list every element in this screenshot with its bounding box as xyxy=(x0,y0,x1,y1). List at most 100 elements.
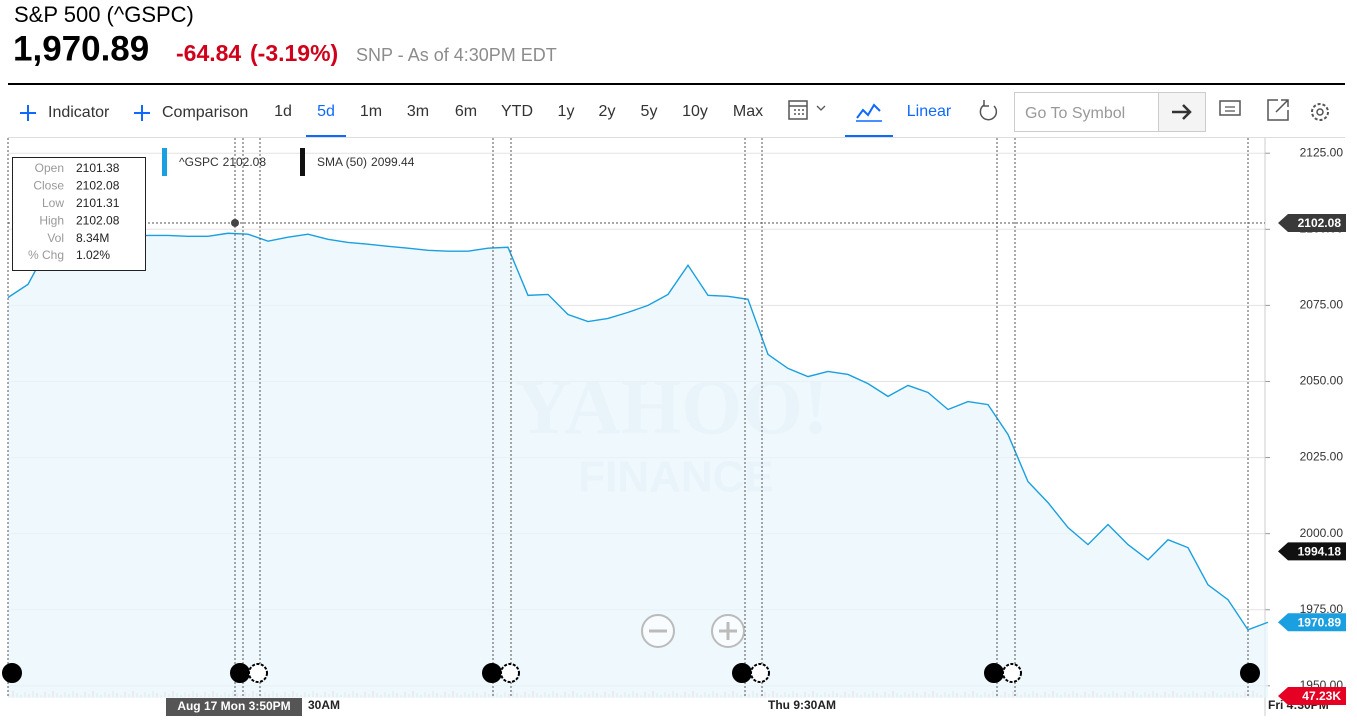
tooltip-value: 8.34M xyxy=(76,231,109,245)
chevron xyxy=(816,105,826,111)
title: S&P 500 (^GSPC) xyxy=(14,2,194,27)
event-icon[interactable] xyxy=(984,663,1004,683)
reset-icon xyxy=(979,104,998,121)
change: -64.84 xyxy=(176,40,241,66)
tooltip-key: Close xyxy=(33,179,64,193)
event-icon[interactable] xyxy=(732,663,752,683)
tooltip-value: 2102.08 xyxy=(76,213,120,227)
area-fill xyxy=(8,233,1268,698)
event-icon[interactable] xyxy=(750,663,770,683)
range-tab[interactable]: 2y xyxy=(599,103,616,120)
range-tab[interactable]: YTD xyxy=(501,103,533,120)
range-tab[interactable]: 3m xyxy=(407,103,429,120)
crosshair-dot xyxy=(231,218,239,227)
event-icon[interactable] xyxy=(230,663,250,683)
scale-button[interactable]: Linear xyxy=(907,103,952,120)
price-flag-label: 2102.08 xyxy=(1298,216,1342,230)
y-tick-label: 1975.00 xyxy=(1300,602,1344,616)
search-placeholder: Go To Symbol xyxy=(1025,105,1125,122)
tooltip-key: Low xyxy=(42,196,64,210)
gear-icon xyxy=(1311,103,1329,121)
event-icon[interactable] xyxy=(500,663,520,683)
gear-hub xyxy=(1316,108,1324,116)
price-flag xyxy=(1278,542,1346,561)
y-tick-label: 2125.00 xyxy=(1300,145,1344,159)
legend-value: 2099.44 xyxy=(371,155,415,169)
x-tick-label: Thu 9:30AM xyxy=(768,698,836,712)
event-icon[interactable] xyxy=(2,663,22,683)
chart: YAHOO!FINANCE1950.001975.002000.002025.0… xyxy=(2,138,1346,716)
print-lines xyxy=(1225,106,1235,112)
range-tab[interactable]: Max xyxy=(733,103,763,120)
indicator-button[interactable]: Indicator xyxy=(20,104,110,121)
price: 1,970.89 xyxy=(13,29,149,68)
chart-type-button[interactable] xyxy=(845,103,893,138)
comparison-label: Comparison xyxy=(162,104,248,121)
volume-flag xyxy=(1278,687,1346,705)
range-tab[interactable]: 1d xyxy=(274,103,292,120)
active-underline xyxy=(845,135,893,138)
crosshair-label-box xyxy=(166,698,302,716)
settings-button[interactable] xyxy=(1311,103,1329,121)
price-flag-label: 1994.18 xyxy=(1298,545,1342,559)
legend-swatch xyxy=(162,148,167,176)
expand-button[interactable] xyxy=(1267,99,1289,121)
crosshair-label: Aug 17 Mon 3:50PM xyxy=(177,699,290,713)
price-flag xyxy=(1278,213,1346,232)
legend-label: ^GSPC 2102.08 xyxy=(179,155,266,169)
y-tick-label: 2075.00 xyxy=(1300,298,1344,312)
reset-button[interactable] xyxy=(979,100,998,121)
tooltip-value: 2101.31 xyxy=(76,196,120,210)
range-tabs: 1d 5d 1m 3m 6m YTD 1y 2y 5y 10y Max xyxy=(274,103,763,138)
header-rule xyxy=(8,83,1345,85)
tooltip-key: % Chg xyxy=(28,248,64,262)
event-icon[interactable] xyxy=(1002,663,1022,683)
comparison-button[interactable]: Comparison xyxy=(134,104,248,121)
range-tab[interactable]: 1m xyxy=(360,103,382,120)
expand-icon xyxy=(1267,99,1289,121)
x-tick-label: 30AM xyxy=(308,698,340,712)
indicator-label: Indicator xyxy=(48,104,110,121)
tooltip-value: 2101.38 xyxy=(76,161,120,175)
event-icon[interactable] xyxy=(482,663,502,683)
legend-name: SMA (50) xyxy=(317,155,367,169)
change-pct: (-3.19%) xyxy=(250,40,338,66)
event-icon[interactable] xyxy=(248,663,268,683)
range-tab[interactable]: 6m xyxy=(455,103,477,120)
range-tab[interactable]: 5y xyxy=(641,103,658,120)
zoom-icon xyxy=(719,622,737,640)
y-tick-label: 2000.00 xyxy=(1300,526,1344,540)
event-icon[interactable] xyxy=(1240,663,1260,683)
reset-arrow xyxy=(983,100,989,107)
legend-label: SMA (50) 2099.44 xyxy=(317,155,415,169)
volume-flag-label: 47.23K xyxy=(1302,689,1341,703)
legend-name: ^GSPC xyxy=(179,155,219,169)
active-underline xyxy=(306,135,346,138)
calendar-button[interactable] xyxy=(788,100,826,120)
y-tick-label: 2050.00 xyxy=(1300,374,1344,388)
print-icon xyxy=(1219,100,1241,116)
arrow-icon xyxy=(1172,104,1192,120)
y-tick-label: 2025.00 xyxy=(1300,450,1344,464)
tooltip-box xyxy=(12,157,146,271)
range-tab[interactable]: 1y xyxy=(558,103,575,120)
legend-swatch xyxy=(300,148,305,176)
plus-icon xyxy=(20,105,36,121)
tooltip-key: Vol xyxy=(47,231,64,245)
toolbar-rule xyxy=(8,137,1345,138)
tooltip-value: 2102.08 xyxy=(76,179,120,193)
tooltip-key: Open xyxy=(35,161,64,175)
range-tab[interactable]: 10y xyxy=(682,103,708,120)
print-button[interactable] xyxy=(1219,100,1241,116)
range-tab[interactable]: 5d xyxy=(317,103,335,120)
legend-value: 2102.08 xyxy=(223,155,267,169)
price-flag-label: 1970.89 xyxy=(1298,615,1342,629)
calendar-icon xyxy=(788,100,808,120)
tooltip-value: 1.02% xyxy=(76,248,110,262)
source: SNP - As of 4:30PM EDT xyxy=(356,45,557,65)
chart-icon xyxy=(856,103,881,119)
price-line xyxy=(7,232,1269,631)
plus-icon xyxy=(134,105,150,121)
